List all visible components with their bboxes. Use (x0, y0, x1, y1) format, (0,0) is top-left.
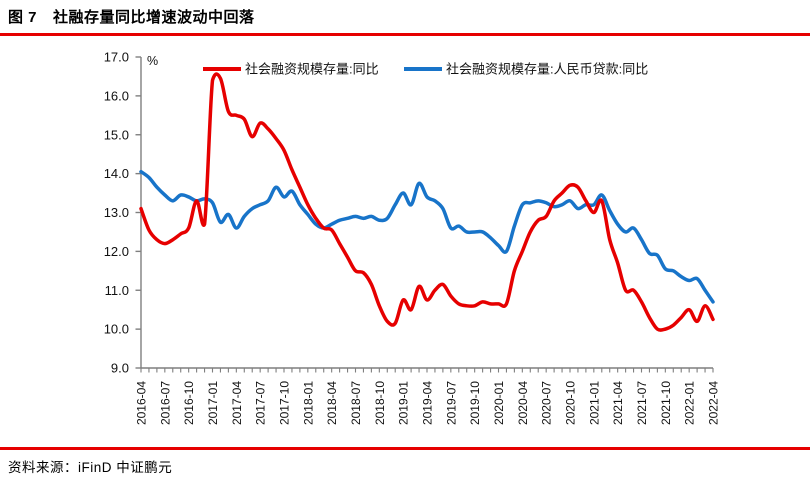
x-axis-tick-label: 2020-01 (492, 381, 506, 425)
y-axis-tick-label: 14.0 (104, 166, 129, 181)
x-axis-tick-label: 2022-01 (683, 381, 697, 425)
y-axis-tick-label: 9.0 (111, 361, 129, 376)
x-axis-tick-label: 2022-04 (707, 381, 721, 425)
y-axis-tick-label: 12.0 (104, 244, 129, 259)
figure-title-row: 图 7 社融存量同比增速波动中回落 (8, 6, 255, 27)
x-axis-tick-label: 2019-01 (397, 381, 411, 425)
tsf-stock-yoy-line (139, 72, 715, 332)
x-axis-tick-label: 2020-04 (516, 381, 530, 425)
x-axis-tick-label: 2018-01 (301, 381, 315, 425)
y-axis-tick-label: 11.0 (105, 283, 129, 298)
x-axis-tick-label: 2016-10 (182, 381, 196, 425)
y-axis-tick-label: 16.0 (104, 88, 129, 103)
x-axis-tick-label: 2018-07 (349, 381, 363, 425)
x-axis-tick-label: 2017-07 (254, 381, 268, 425)
line-chart: 9.0 10.0 11.0 12.0 13.0 14.0 15.0 16.0 17.0 % 2016… (104, 50, 721, 426)
source-note: 资料来源：iFinD 中证鹏元 (8, 460, 173, 475)
x-axis-tick-label: 2019-04 (421, 381, 435, 425)
y-axis-tick-label: 15.0 (104, 127, 129, 142)
y-axis-tick-label: 17.0 (104, 50, 129, 65)
x-axis-tick-label: 2021-04 (611, 381, 625, 425)
legend-item-rmb-loan-label: 社会融资规模存量:人民币贷款:同比 (446, 62, 648, 77)
x-axis-tick-label: 2017-04 (230, 381, 244, 425)
x-axis-tick-label: 2021-10 (659, 381, 673, 425)
y-axis-unit-label: % (147, 54, 158, 68)
rmb-loan-stock-yoy-line (139, 169, 715, 304)
x-axis-tick-label: 2021-01 (587, 381, 601, 425)
legend-item-tsf-label: 社会融资规模存量:同比 (245, 62, 379, 77)
bottom-red-divider (0, 447, 810, 450)
x-axis-tick-label: 2017-10 (278, 381, 292, 425)
x-axis-tick-label: 2016-04 (135, 381, 149, 425)
x-axis-tick-label: 2016-07 (158, 381, 172, 425)
x-axis-tick-label: 2021-07 (635, 381, 649, 425)
figure-title: 社融存量同比增速波动中回落 (53, 9, 255, 26)
x-axis-tick-label: 2020-07 (540, 381, 554, 425)
y-axis-tick-label: 13.0 (104, 205, 129, 220)
x-axis-tick-label: 2018-04 (325, 381, 339, 425)
x-axis-tick-label: 2019-10 (468, 381, 482, 425)
x-axis-tick-label: 2018-10 (373, 381, 387, 425)
x-axis-tick-label: 2020-10 (564, 381, 578, 425)
figure-number: 图 7 (8, 9, 38, 26)
y-axis-tick-label: 10.0 (104, 322, 129, 337)
top-red-divider (0, 33, 810, 36)
x-axis-tick-label: 2017-01 (206, 381, 220, 425)
x-axis-tick-label: 2019-07 (444, 381, 458, 425)
